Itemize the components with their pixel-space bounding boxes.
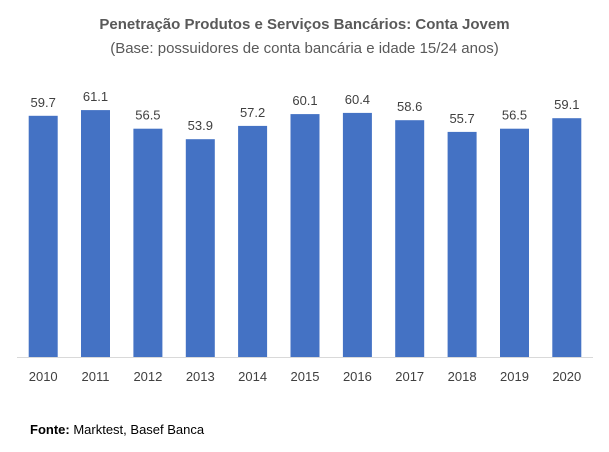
value-label-2014: 57.2 [240, 105, 265, 120]
bar-2019 [500, 128, 529, 357]
x-tick-label-2012: 2012 [133, 369, 162, 384]
value-label-2010: 59.7 [31, 95, 56, 110]
x-tick-label-2011: 2011 [82, 369, 110, 384]
bar-2016 [342, 112, 372, 358]
x-tick-label-2019: 2019 [500, 369, 529, 384]
chart-subtitle: (Base: possuidores de conta bancária e i… [110, 40, 499, 57]
value-label-2020: 59.1 [554, 97, 579, 112]
bar-2010 [28, 115, 58, 357]
bar-2020 [552, 118, 582, 357]
bar-2015 [290, 114, 320, 357]
x-tick-label-2016: 2016 [343, 369, 372, 384]
value-label-2015: 60.1 [292, 93, 317, 108]
bar-2013 [185, 139, 215, 357]
value-label-2012: 56.5 [135, 108, 160, 123]
value-label-2011: 61.1 [83, 89, 108, 104]
value-label-2016: 60.4 [345, 92, 370, 107]
value-label-2017: 58.6 [397, 99, 422, 114]
bar-2017 [395, 120, 425, 357]
x-tick-label-2013: 2013 [186, 369, 215, 384]
x-tick-label-2017: 2017 [395, 369, 424, 384]
bar-2012 [133, 128, 163, 357]
bar-2018 [447, 131, 477, 357]
bar-2014 [238, 125, 268, 358]
chart-title: Penetração Produtos e Serviços Bancários… [99, 16, 510, 33]
x-tick-label-2020: 2020 [552, 369, 581, 384]
bar-2011 [81, 110, 110, 357]
value-label-2018: 55.7 [449, 111, 474, 126]
source-text: Marktest, Basef Banca [69, 422, 205, 437]
source-note: Fonte: Marktest, Basef Banca [30, 422, 204, 437]
source-label: Fonte: [30, 422, 70, 437]
x-tick-label-2018: 2018 [448, 369, 477, 384]
value-label-2013: 53.9 [188, 118, 213, 133]
value-label-2019: 56.5 [502, 108, 527, 123]
x-tick-label-2015: 2015 [291, 369, 320, 384]
x-tick-label-2010: 2010 [29, 369, 58, 384]
x-tick-label-2014: 2014 [238, 369, 267, 384]
